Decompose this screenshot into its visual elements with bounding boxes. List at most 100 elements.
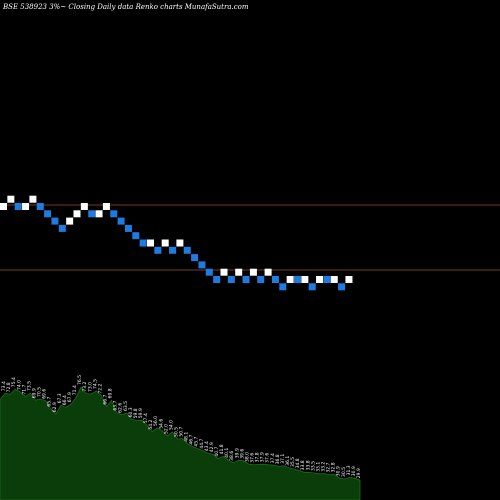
renko-brick: [183, 246, 191, 254]
price-value-label: 29.9: [356, 468, 362, 478]
price-value-label: 54.6: [158, 419, 164, 429]
price-value-label: 69.9: [32, 388, 38, 398]
price-value-label: 73.2: [82, 381, 88, 391]
price-value-label: 69.6: [42, 389, 48, 399]
price-value-label: 37.1: [280, 454, 286, 464]
renko-brick: [117, 217, 125, 225]
renko-brick: [169, 246, 177, 254]
renko-brick: [213, 276, 221, 283]
price-area: [0, 386, 361, 500]
renko-brick: [95, 210, 103, 218]
renko-bricks: [0, 195, 353, 291]
price-value-label: 62.6: [118, 403, 124, 413]
renko-brick: [44, 210, 52, 218]
price-value-label: 63.5: [123, 401, 129, 411]
price-value-label: 32.8: [331, 462, 337, 472]
renko-brick: [73, 210, 81, 218]
price-value-label: 37.6: [265, 453, 271, 463]
price-value-label: 33.8: [305, 460, 311, 470]
price-value-label: 40.1: [224, 448, 230, 458]
price-value-label: 37.4: [270, 453, 276, 463]
renko-brick: [330, 276, 338, 283]
price-value-label: 63.7: [113, 400, 119, 410]
price-value-label: 54.2: [148, 419, 154, 429]
renko-brick: [51, 217, 59, 225]
renko-brick: [29, 195, 37, 203]
price-value-label: 36.8: [275, 454, 281, 464]
price-value-label: 34.8: [295, 458, 301, 468]
price-value-label: 50.7: [179, 426, 185, 436]
price-value-label: 71.7: [21, 384, 27, 394]
renko-brick: [257, 276, 265, 283]
price-value-label: 32.7: [326, 462, 332, 472]
renko-brick: [110, 210, 118, 218]
price-value-label: 38.0: [245, 452, 251, 462]
renko-brick: [286, 276, 294, 283]
price-value-label: 48.1: [184, 432, 190, 442]
renko-brick: [36, 203, 44, 210]
price-value-label: 65.7: [47, 396, 53, 406]
price-value-label: 38.6: [229, 451, 235, 461]
renko-brick: [220, 268, 228, 276]
renko-brick: [124, 224, 132, 232]
price-area-fill: [0, 386, 361, 500]
price-value-label: 40.7: [214, 446, 220, 456]
price-value-label: 71.4: [72, 385, 78, 395]
price-value-label: 33.2: [321, 461, 327, 471]
price-value-label: 37.8: [255, 452, 261, 462]
renko-brick: [198, 261, 206, 269]
price-value-label: 33.5: [310, 461, 316, 471]
renko-brick: [147, 239, 154, 247]
price-value-label: 39.6: [239, 449, 245, 459]
renko-brick: [88, 210, 96, 218]
renko-brick: [264, 268, 272, 276]
renko-brick: [235, 268, 243, 276]
renko-brick: [227, 276, 235, 283]
renko-brick: [176, 239, 184, 247]
price-value-label: 31.3: [346, 465, 352, 475]
price-value-label: 70.5: [37, 387, 43, 397]
renko-brick: [66, 217, 74, 225]
price-value-label: 37.9: [260, 452, 266, 462]
price-value-label: 76.5: [77, 375, 83, 385]
renko-brick: [58, 224, 66, 232]
price-value-label: 30.5: [341, 467, 347, 477]
price-value-label: 70.2: [0, 387, 2, 397]
price-value-label: 30.9: [351, 466, 357, 476]
price-value-label: 46.7: [189, 434, 195, 444]
price-value-label: 41.8: [219, 444, 225, 454]
price-value-label: 66.7: [103, 394, 109, 404]
renko-brick: [154, 246, 162, 254]
price-value-label: 73.4: [1, 381, 7, 391]
renko-brick: [132, 232, 140, 240]
price-value-label: 33.8: [300, 460, 306, 470]
renko-brick: [249, 268, 257, 276]
renko-brick: [0, 203, 7, 210]
renko-brick: [80, 203, 88, 210]
renko-brick: [14, 203, 22, 210]
renko-brick: [139, 239, 147, 247]
price-value-label: 56.0: [153, 416, 159, 426]
price-value-label: 67.9: [67, 392, 73, 402]
price-value-label: 45.7: [194, 436, 200, 446]
price-value-label: 59.8: [133, 408, 139, 418]
price-value-label: 59.9: [138, 408, 144, 418]
renko-brick: [338, 283, 346, 291]
price-value-label: 57.4: [143, 413, 149, 423]
price-value-label: 75.4: [11, 377, 17, 387]
price-value-label: 67.3: [57, 393, 63, 403]
price-value-label: 72.8: [6, 382, 12, 392]
renko-brick: [294, 276, 301, 283]
price-value-label: 37.6: [250, 453, 256, 463]
price-value-label: 72.2: [97, 383, 103, 393]
price-value-label: 30.9: [336, 466, 342, 476]
renko-brick: [345, 276, 353, 283]
renko-brick: [205, 268, 213, 276]
renko-brick: [191, 254, 199, 262]
price-value-label: 73.0: [87, 382, 93, 392]
price-value-label: 35.5: [290, 457, 296, 467]
price-value-label: 62.9: [52, 402, 58, 412]
renko-brick: [323, 276, 331, 283]
price-value-label: 44.7: [199, 438, 205, 448]
